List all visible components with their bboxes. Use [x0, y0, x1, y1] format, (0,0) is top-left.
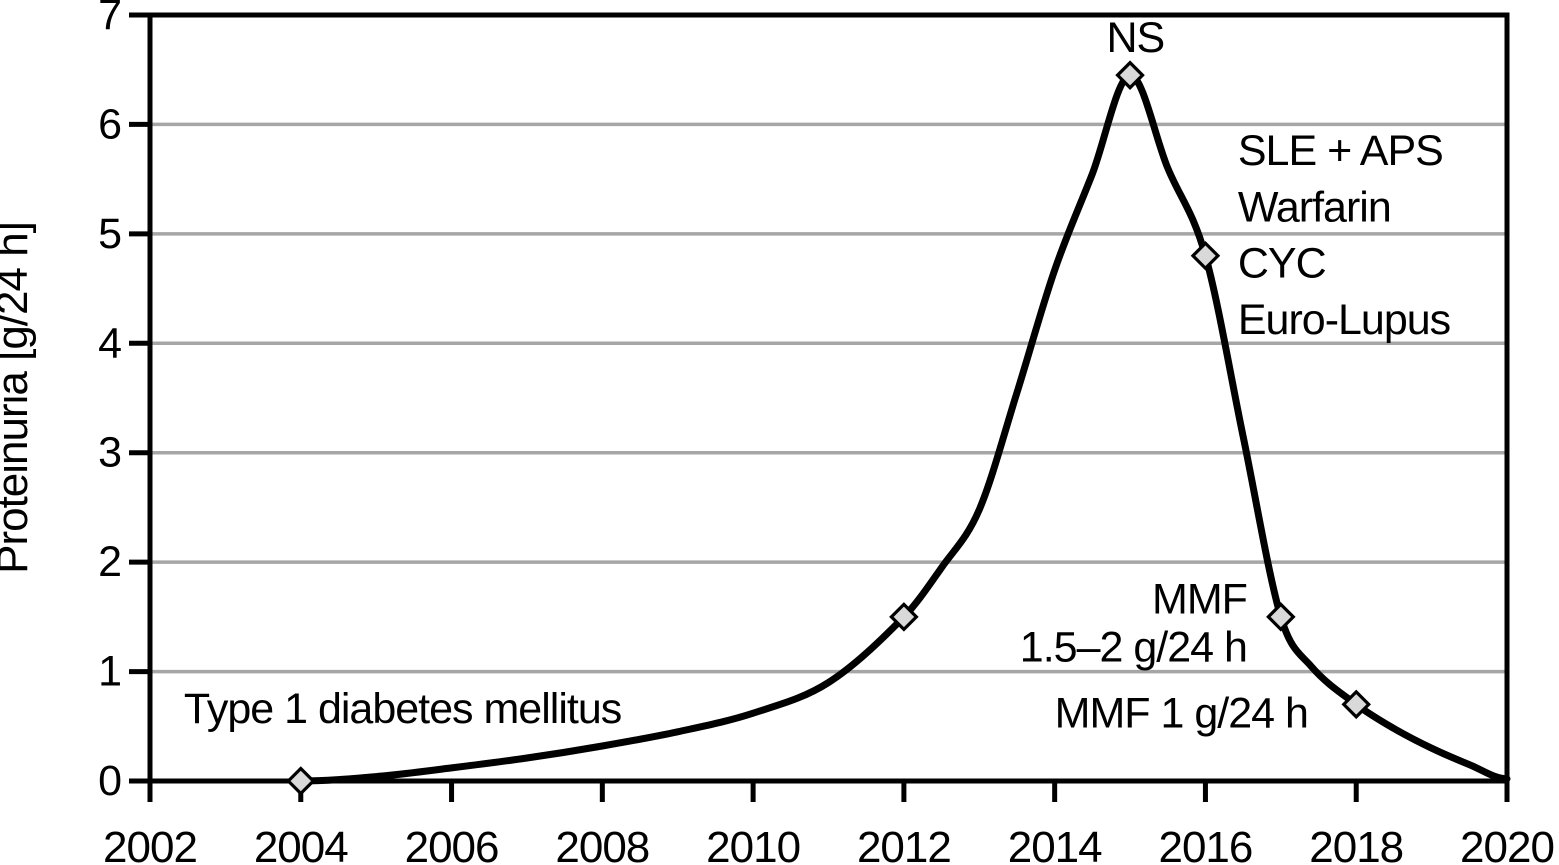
data-point-diamond-2012 [889, 602, 919, 632]
y-tick-label-5: 5 [98, 210, 121, 258]
x-tick-label-2004: 2004 [254, 823, 348, 865]
data-point-diamond-2018 [1341, 689, 1371, 720]
data-point-diamond-2015 [1115, 60, 1145, 90]
x-tick-label-2018: 2018 [1309, 823, 1403, 865]
proteinuria-curve [297, 71, 1511, 785]
annotation-mmf-15-2-line-2: 1.5–2 g/24 h [1020, 624, 1247, 672]
y-tick-label-3: 3 [98, 429, 121, 477]
annotation-type1-dm: Type 1 diabetes mellitus [184, 685, 621, 733]
plot-frame [147, 12, 1510, 784]
data-point-diamond-2017 [1266, 602, 1296, 632]
annotation-ns: NS [1106, 14, 1164, 62]
y-axis-title: Proteinuria [g/24 h] [0, 222, 37, 574]
annotation-sle-aps-line-1: SLE + APS [1238, 127, 1443, 175]
x-tick-label-2016: 2016 [1158, 823, 1252, 865]
data-point-diamond-2004 [286, 766, 316, 796]
y-tick-label-2: 2 [98, 538, 121, 586]
y-tick-label-7: 7 [98, 0, 121, 39]
annotation-sle-aps-line-3: CYC [1238, 240, 1326, 288]
x-tick-label-2012: 2012 [857, 823, 951, 865]
y-tick-label-6: 6 [98, 100, 121, 148]
x-tick-label-2008: 2008 [555, 823, 649, 865]
y-tick-label-4: 4 [98, 319, 121, 367]
annotation-mmf-1g: MMF 1 g/24 h [1055, 689, 1308, 737]
y-tick-label-0: 0 [98, 757, 121, 805]
annotation-sle-aps-line-4: Euro-Lupus [1238, 296, 1450, 344]
data-point-diamond-2016 [1190, 240, 1221, 271]
x-tick-label-2006: 2006 [405, 823, 499, 865]
x-tick-label-2010: 2010 [706, 823, 800, 865]
x-tick-label-2002: 2002 [103, 823, 197, 865]
y-tick-label-1: 1 [98, 648, 121, 696]
x-tick-label-2014: 2014 [1008, 823, 1102, 865]
x-tick-label-2020: 2020 [1460, 823, 1554, 865]
annotation-sle-aps-line-2: Warfarin [1238, 183, 1391, 231]
annotation-mmf-15-2-line-1: MMF [1152, 576, 1247, 624]
